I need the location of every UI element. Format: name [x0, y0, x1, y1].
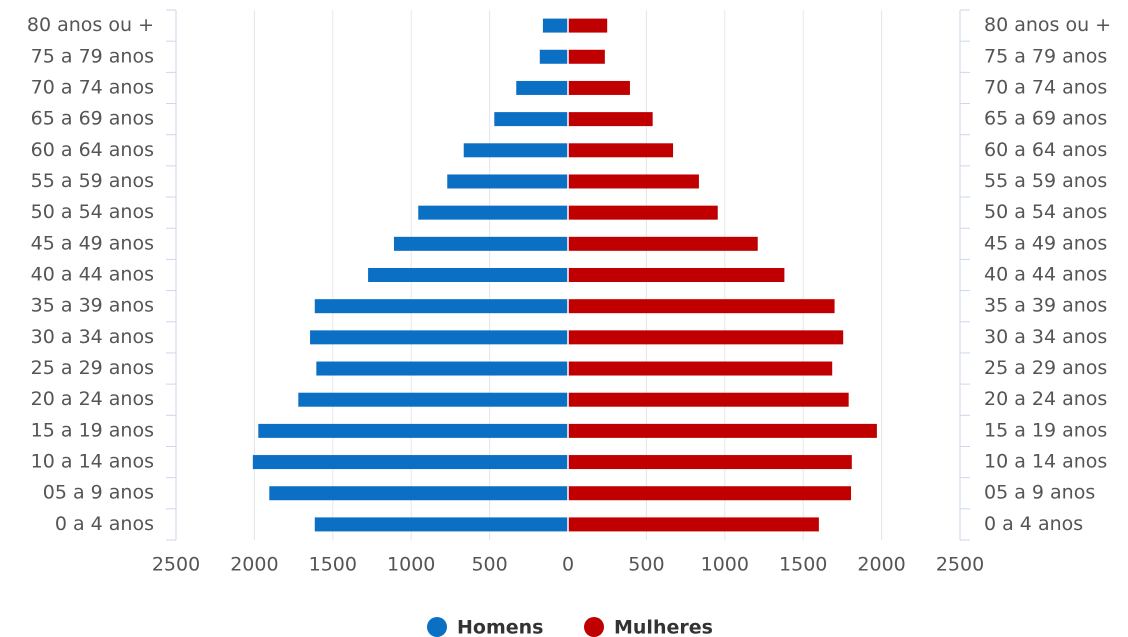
y-tick-label: 70 a 74 anos	[984, 76, 1107, 98]
bar	[516, 80, 568, 95]
y-tick-label: 05 a 9 anos	[43, 482, 154, 504]
y-tick-label: 45 a 49 anos	[984, 232, 1107, 254]
y-tick-label: 25 a 29 anos	[984, 357, 1107, 379]
bar	[314, 517, 568, 532]
y-tick-label: 20 a 24 anos	[31, 388, 154, 410]
y-tick-label: 05 a 9 anos	[984, 482, 1095, 504]
y-tick-label: 25 a 29 anos	[31, 357, 154, 379]
x-tick-label: 2500	[152, 554, 200, 576]
y-tick-label: 80 anos ou +	[984, 14, 1111, 36]
bar	[494, 112, 568, 127]
y-tick-label: 65 a 69 anos	[31, 108, 154, 130]
bar	[316, 361, 568, 376]
bar	[568, 268, 785, 282]
y-tick-label: 35 a 39 anos	[984, 295, 1107, 317]
y-tick-label: 20 a 24 anos	[984, 388, 1107, 410]
y-tick-label: 35 a 39 anos	[31, 295, 154, 317]
y-tick-label: 40 a 44 anos	[984, 264, 1107, 286]
x-tick-label: 2000	[230, 554, 278, 576]
y-tick-label: 40 a 44 anos	[31, 264, 154, 286]
bar	[568, 486, 852, 501]
y-tick-label: 55 a 59 anos	[31, 170, 154, 192]
y-tick-label: 30 a 34 anos	[31, 326, 154, 348]
y-tick-label: 30 a 34 anos	[984, 326, 1107, 348]
bar	[568, 205, 718, 220]
x-tick-label: 2000	[857, 554, 905, 576]
bar	[393, 236, 568, 251]
y-tick-label: 0 a 4 anos	[984, 513, 1083, 535]
legend-label: Mulheres	[614, 617, 713, 637]
bar	[368, 268, 568, 282]
bar	[314, 299, 568, 314]
y-tick-label: 55 a 59 anos	[984, 170, 1107, 192]
y-tick-label: 65 a 69 anos	[984, 108, 1107, 130]
bar	[568, 49, 605, 64]
x-tick-label: 1500	[779, 554, 827, 576]
y-tick-label: 10 a 14 anos	[31, 451, 154, 473]
y-tick-label: 10 a 14 anos	[984, 451, 1107, 473]
bar	[568, 112, 653, 127]
bar	[568, 143, 674, 158]
bar	[258, 423, 568, 438]
bar	[252, 455, 568, 470]
y-tick-label: 50 a 54 anos	[984, 201, 1107, 223]
legend-marker	[584, 617, 604, 637]
y-tick-label: 75 a 79 anos	[984, 45, 1107, 67]
bar	[568, 80, 630, 95]
y-tick-label: 70 a 74 anos	[31, 76, 154, 98]
x-tick-label: 0	[562, 554, 574, 576]
y-tick-label: 50 a 54 anos	[31, 201, 154, 223]
bar	[310, 330, 568, 345]
bar	[298, 392, 568, 407]
bar	[568, 361, 833, 376]
y-tick-label: 0 a 4 anos	[55, 513, 154, 535]
y-tick-label: 15 a 19 anos	[31, 419, 154, 441]
legend-label: Homens	[457, 617, 543, 637]
bar	[269, 486, 568, 501]
bar	[568, 299, 835, 314]
bar	[568, 330, 844, 345]
bar	[568, 18, 608, 33]
y-tick-label: 60 a 64 anos	[31, 139, 154, 161]
y-tick-label: 80 anos ou +	[27, 14, 154, 36]
bar	[568, 236, 758, 251]
x-tick-label: 500	[628, 554, 664, 576]
y-tick-label: 75 a 79 anos	[31, 45, 154, 67]
bar	[568, 423, 877, 438]
bar	[447, 174, 568, 189]
bar	[542, 18, 568, 33]
bar	[568, 392, 849, 407]
x-tick-label: 1000	[701, 554, 749, 576]
bar	[463, 143, 568, 158]
y-tick-label: 15 a 19 anos	[984, 419, 1107, 441]
bar	[568, 517, 819, 532]
bar	[539, 49, 568, 64]
bar	[418, 205, 568, 220]
y-tick-label: 60 a 64 anos	[984, 139, 1107, 161]
x-tick-label: 1000	[387, 554, 435, 576]
bar	[568, 174, 699, 189]
legend-marker	[427, 617, 447, 637]
x-tick-label: 500	[471, 554, 507, 576]
x-tick-label: 2500	[936, 554, 984, 576]
y-tick-label: 45 a 49 anos	[31, 232, 154, 254]
x-tick-label: 1500	[309, 554, 357, 576]
bar	[568, 455, 852, 470]
